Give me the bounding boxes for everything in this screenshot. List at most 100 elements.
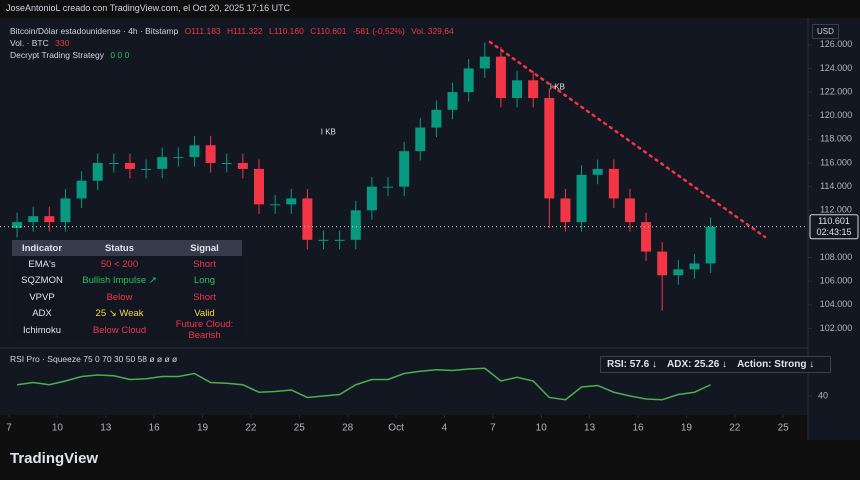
candle-body [270,204,281,206]
candle-body [576,174,587,223]
credit: JoseAntonioL creado con TradingView.com,… [6,3,291,13]
candle-body [415,127,426,152]
candle-body [28,216,39,223]
candle-body [592,168,603,175]
x-tick-label: 22 [729,423,741,434]
candle-body [399,151,410,187]
candle-body [44,216,55,223]
candle-body [237,163,248,169]
candle-body [253,168,264,205]
table-cell: Ichimoku [22,324,61,336]
candle-body [689,263,700,270]
x-tick-label: 16 [632,423,644,434]
logo: TradingView [10,450,99,467]
y-tick-label: 118.000 [820,134,852,144]
candle-body [302,198,313,240]
x-tick-label: 28 [342,423,354,434]
x-tick-label: 25 [778,423,790,434]
ohlc-volume: Vol. 329,64 [411,26,454,36]
candle-body [495,56,506,98]
y-tick-label: 116.000 [820,157,852,167]
candle-body [479,56,490,69]
table-cell: Short [193,259,216,271]
candle-body [92,163,103,181]
candle-body [334,239,345,241]
x-tick-label: 13 [100,423,112,434]
candle-body [205,145,216,163]
candle-body [318,239,329,241]
table-header-cell: Signal [190,242,219,254]
ohlc-open: O111.183 [184,26,221,36]
ohlc-close: C110.601 [310,26,347,36]
candle-body [608,168,619,199]
candle-body [705,226,716,264]
y-tick-label: 104.000 [820,299,853,309]
rsi-y-tick-label: 40 [818,390,828,400]
candle-body [447,92,458,110]
table-header: Indicator Status Signal [12,240,242,257]
strategy-values: 0 0 0 [110,50,130,60]
x-tick-label: 19 [681,423,693,434]
y-tick-label: 112.000 [820,205,852,215]
candle-body [221,163,232,164]
candle-body [366,186,377,211]
table-cell: Below [106,291,133,303]
table-row: VPVP Below Short [12,289,242,306]
strategy-line: Decrypt Trading Strategy 0 0 0 [10,50,133,60]
candle-body [431,109,442,128]
annotation: I KB [321,127,336,136]
y-tick-label: 108.000 [820,252,853,262]
x-tick-label: 4 [442,423,448,434]
symbol: Bitcoin/Dólar estadounidense · 4h · Bits… [10,26,179,36]
candle-body [60,198,71,223]
table-row: EMA's 50 < 200 Short [12,256,242,273]
y-tick-label: 102.000 [820,323,853,333]
candle-body [641,222,652,252]
table-row: ADX 25 ↘ Weak Valid [12,305,242,322]
rsi-box-item: RSI: 57.6 ↓ [607,359,658,370]
candle-body [512,80,523,98]
candle-body [12,222,23,228]
currency[interactable]: USD [812,24,839,39]
table-cell: SQZMON [21,275,63,287]
candle-body [157,157,168,169]
table-cell: Short [193,291,216,303]
y-tick-label: 124.000 [820,63,853,73]
candle-body [108,163,119,164]
rsi-title: RSI Pro · Squeeze 75 0 70 30 50 58 ø ø ø… [10,354,178,364]
symbol-line: Bitcoin/Dólar estadounidense · 4h · Bits… [10,26,458,36]
rsi-box-item: Action: Strong ↓ [737,359,815,370]
table-row: Ichimoku Below Cloud Future Cloud: Bearish [12,319,242,342]
x-tick-label: 22 [245,423,257,434]
x-tick-label: 10 [52,423,64,434]
table-cell: ADX [32,308,52,320]
ohlc-low: L110.160 [269,26,304,36]
x-tick-label: 7 [6,423,12,434]
countdown: 02:43:15 [816,227,851,237]
candle-body [528,80,539,98]
table-cell: Future Cloud: Bearish [175,319,234,342]
ohlc-high: H111.322 [227,26,263,36]
annotation: I KB [550,82,565,91]
candle-body [124,163,135,169]
x-tick-label: 13 [584,423,596,434]
y-tick-label: 126.000 [820,39,853,49]
x-tick-label: 16 [149,423,161,434]
candle-body [173,157,184,159]
x-tick-label: 10 [536,423,548,434]
x-tick-label: 7 [490,423,496,434]
table-cell: Long [193,275,216,287]
volume-label: Vol. · BTC [10,38,49,48]
y-tick-label: 122.000 [820,86,853,96]
candle-body [350,210,361,240]
last-price-box [809,214,859,240]
candle-body [141,168,152,170]
x-tick-label: 25 [294,423,306,434]
table-header-cell: Status [104,242,135,254]
candle-body [673,269,684,276]
table-cell: VPVP [29,291,55,303]
table-header-cell: Indicator [21,242,63,254]
y-tick-label: 114.000 [820,181,852,191]
indicator-table: Indicator Status Signal EMA's 50 < 200 Short S… [12,240,242,342]
